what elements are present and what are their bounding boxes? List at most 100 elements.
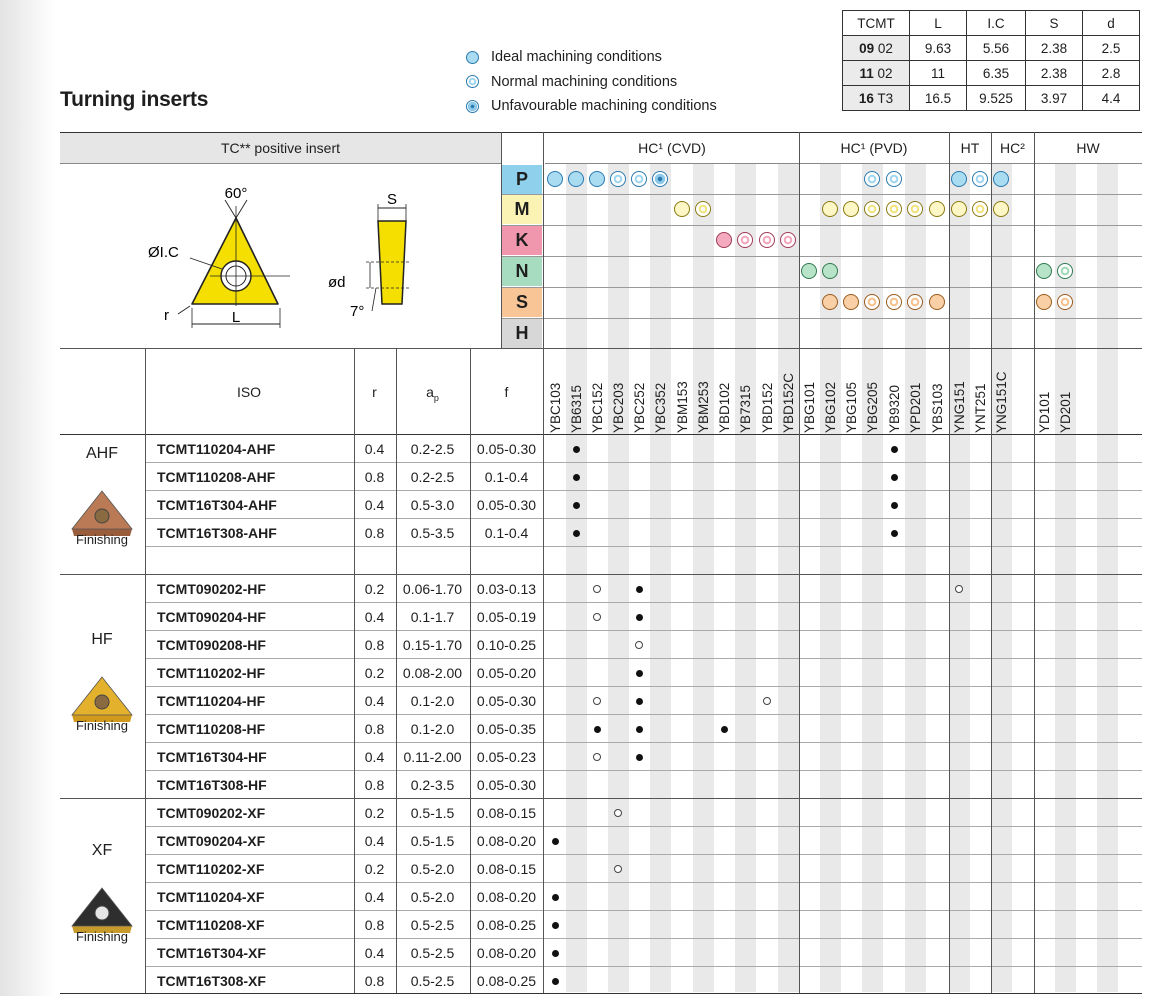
- grade-label: YB7315: [735, 362, 755, 434]
- s-label: S: [387, 191, 397, 208]
- feed-value: 0.08-0.25: [476, 917, 537, 933]
- grade-column-stripe: [693, 163, 714, 992]
- col-line: [470, 348, 471, 993]
- row-line: [145, 490, 1142, 491]
- recommended-dot: [594, 726, 601, 733]
- grade-label-text: YBC103: [548, 382, 563, 433]
- recommended-dot: [891, 502, 898, 509]
- row-line: [145, 714, 1142, 715]
- dim-size: 09 02: [842, 35, 910, 61]
- pink-condition-icon: [716, 232, 732, 248]
- row-line: [60, 163, 501, 164]
- radius-value: 0.2: [364, 805, 385, 821]
- normal-condition-icon: [907, 294, 923, 310]
- group-hc-cvd: HC¹ (CVD): [638, 140, 706, 156]
- iso-code: TCMT090204-HF: [157, 609, 266, 625]
- angle-line: [224, 199, 237, 219]
- alternative-dot: [614, 865, 622, 873]
- dim-size: 11 02: [842, 60, 910, 86]
- row-line: [145, 826, 1142, 827]
- section-insert-icon: [71, 490, 133, 536]
- radius-value: 0.4: [364, 609, 385, 625]
- grade-label: YD101: [1034, 362, 1054, 434]
- radius-value: 0.2: [364, 581, 385, 597]
- grade-label: YBC252: [629, 362, 649, 434]
- depth-value: 0.08-2.00: [402, 665, 463, 681]
- feed-value: 0.08-0.20: [476, 889, 537, 905]
- section-finishing-label: Finishing: [75, 928, 129, 944]
- dim-size-suffix: 02: [877, 40, 893, 56]
- depth-value: 0.2-2.5: [410, 469, 455, 485]
- grade-label: YB9320: [884, 362, 904, 434]
- depth-value: 0.5-3.5: [410, 525, 455, 541]
- grade-column-stripe: [566, 163, 587, 992]
- dim-value: 2.38: [1025, 35, 1083, 61]
- grade-label-text: YD101: [1037, 391, 1052, 433]
- col-line: [501, 132, 502, 349]
- row-line: [501, 194, 1142, 195]
- r-label: r: [164, 307, 169, 324]
- row-line: [145, 602, 1142, 603]
- row-line: [145, 882, 1142, 883]
- col-line: [799, 132, 800, 993]
- row-line: [60, 348, 1142, 349]
- grade-label: YBD152: [757, 362, 777, 434]
- iso-code: TCMT090204-XF: [157, 833, 266, 849]
- normal-condition-icon: [695, 201, 711, 217]
- grade-label: YNT251: [970, 362, 990, 434]
- grade-label-text: YD201: [1058, 391, 1073, 433]
- row-line: [145, 770, 1142, 771]
- grade-label: YB6315: [566, 362, 586, 434]
- recommended-dot: [636, 726, 643, 733]
- table-top-line: [60, 132, 1142, 133]
- grade-label-text: YBC203: [611, 382, 626, 433]
- grade-label-text: YBS103: [930, 383, 945, 433]
- grade-label-text: YBG101: [802, 381, 817, 433]
- dim-header: I.C: [966, 10, 1026, 36]
- feed-value: 0.05-0.23: [476, 749, 537, 765]
- grade-label-text: YBC152: [590, 382, 605, 433]
- group-hc2: HC²: [1000, 140, 1025, 156]
- depth-value: 0.5-2.5: [410, 917, 455, 933]
- radius-value: 0.8: [364, 917, 385, 933]
- table-row: TCMT090202-HF 0.2 0.06-1.70 0.03-0.13: [145, 575, 1142, 603]
- normal-condition-icon: [972, 201, 988, 217]
- grade-label: YBG101: [799, 362, 819, 434]
- ideal-condition-icon: [466, 50, 479, 64]
- iso-code: TCMT16T308-AHF: [157, 525, 277, 541]
- table-bottom-line: [60, 993, 1142, 994]
- relief-line: [371, 287, 377, 312]
- ideal-condition-icon: [951, 201, 967, 217]
- feed-value: 0.08-0.20: [476, 833, 537, 849]
- recommended-dot: [552, 838, 559, 845]
- insert-diagram: 60° ØI.C r L S ød 7°: [148, 185, 410, 328]
- page-edge-shadow: [0, 0, 56, 996]
- dim-value: 3.97: [1025, 85, 1083, 111]
- grade-column-stripe: [820, 163, 841, 992]
- table-row: TCMT16T304-AHF 0.4 0.5-3.0 0.05-0.30: [145, 491, 1142, 519]
- col-line: [543, 132, 544, 993]
- dim-header: L: [909, 10, 967, 36]
- row-line: [501, 318, 1142, 319]
- feed-value: 0.10-0.25: [476, 637, 537, 653]
- table-row: TCMT110208-HF 0.8 0.1-2.0 0.05-0.35: [145, 715, 1142, 743]
- table-row: TCMT110204-HF 0.4 0.1-2.0 0.05-0.30: [145, 687, 1142, 715]
- recommended-dot: [552, 894, 559, 901]
- grade-column-stripe: [735, 163, 756, 992]
- col-f: f: [504, 384, 509, 400]
- dim-value: 2.5: [1082, 35, 1140, 61]
- material-m: M: [502, 195, 542, 224]
- grade-label-text: YB9320: [887, 384, 902, 433]
- normal-condition-icon: [1057, 294, 1073, 310]
- grade-label: YBC103: [545, 362, 565, 434]
- insert-base: [72, 925, 132, 933]
- col-line: [354, 348, 355, 993]
- depth-value: 0.5-2.5: [410, 945, 455, 961]
- ideal-condition-icon: [1036, 294, 1052, 310]
- grade-label-text: YBG102: [823, 381, 838, 433]
- grade-column-stripe: [608, 163, 629, 992]
- grade-label: YD201: [1055, 362, 1075, 434]
- grade-label: YBM253: [693, 362, 713, 434]
- grade-label-text: YNG151: [952, 381, 967, 433]
- grade-label-text: YB7315: [738, 384, 753, 433]
